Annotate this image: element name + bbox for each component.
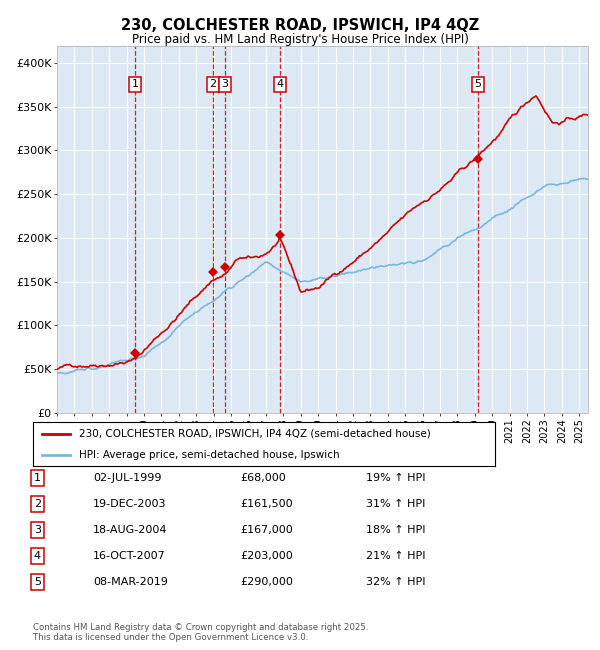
- Text: 2: 2: [209, 79, 217, 89]
- Text: 4: 4: [276, 79, 283, 89]
- Text: £68,000: £68,000: [240, 473, 286, 483]
- Text: HPI: Average price, semi-detached house, Ipswich: HPI: Average price, semi-detached house,…: [79, 450, 340, 460]
- Text: Contains HM Land Registry data © Crown copyright and database right 2025.
This d: Contains HM Land Registry data © Crown c…: [33, 623, 368, 642]
- Text: £161,500: £161,500: [240, 499, 293, 509]
- Text: 19-DEC-2003: 19-DEC-2003: [93, 499, 167, 509]
- Text: 5: 5: [475, 79, 481, 89]
- Text: £290,000: £290,000: [240, 577, 293, 587]
- Text: 3: 3: [221, 79, 228, 89]
- Text: 230, COLCHESTER ROAD, IPSWICH, IP4 4QZ (semi-detached house): 230, COLCHESTER ROAD, IPSWICH, IP4 4QZ (…: [79, 429, 431, 439]
- Text: £203,000: £203,000: [240, 551, 293, 561]
- Text: 1: 1: [132, 79, 139, 89]
- Text: 2: 2: [34, 499, 41, 509]
- Text: 230, COLCHESTER ROAD, IPSWICH, IP4 4QZ: 230, COLCHESTER ROAD, IPSWICH, IP4 4QZ: [121, 18, 479, 34]
- Text: £167,000: £167,000: [240, 525, 293, 535]
- Text: 5: 5: [34, 577, 41, 587]
- Text: 31% ↑ HPI: 31% ↑ HPI: [366, 499, 425, 509]
- Text: 18-AUG-2004: 18-AUG-2004: [93, 525, 167, 535]
- Text: 08-MAR-2019: 08-MAR-2019: [93, 577, 168, 587]
- Text: 32% ↑ HPI: 32% ↑ HPI: [366, 577, 425, 587]
- Text: 3: 3: [34, 525, 41, 535]
- Text: 21% ↑ HPI: 21% ↑ HPI: [366, 551, 425, 561]
- Text: 4: 4: [34, 551, 41, 561]
- Text: Price paid vs. HM Land Registry's House Price Index (HPI): Price paid vs. HM Land Registry's House …: [131, 32, 469, 46]
- Text: 19% ↑ HPI: 19% ↑ HPI: [366, 473, 425, 483]
- Text: 18% ↑ HPI: 18% ↑ HPI: [366, 525, 425, 535]
- Text: 16-OCT-2007: 16-OCT-2007: [93, 551, 166, 561]
- Text: 02-JUL-1999: 02-JUL-1999: [93, 473, 161, 483]
- Text: 1: 1: [34, 473, 41, 483]
